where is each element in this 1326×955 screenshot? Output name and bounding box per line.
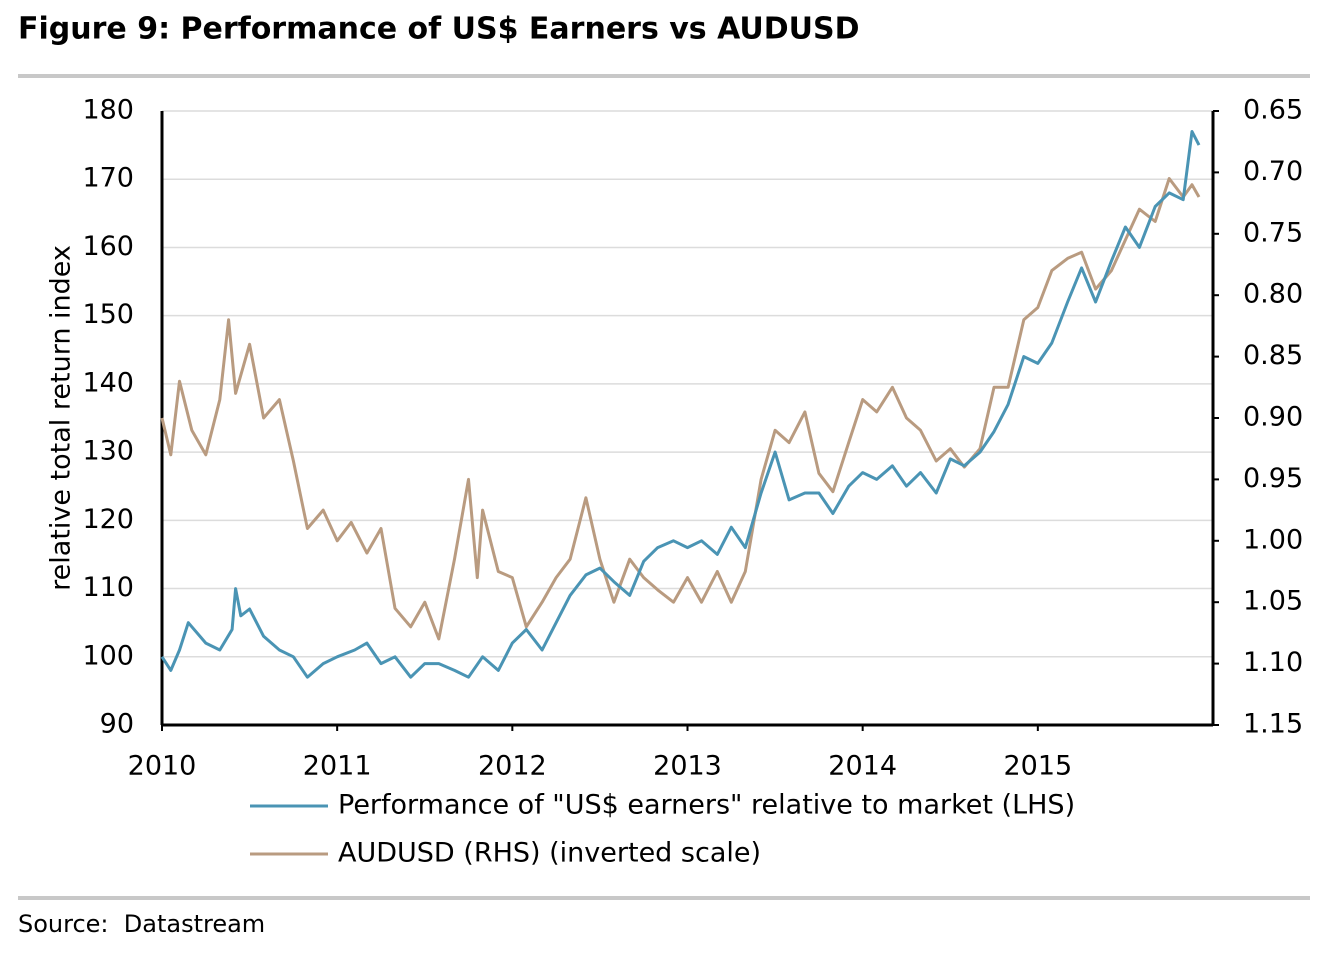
y-tick-label: 180 — [82, 95, 134, 126]
y-tick-label: 150 — [82, 299, 134, 330]
y2-tick-label: 1.10 — [1243, 647, 1303, 678]
y2-tick-label: 0.80 — [1243, 279, 1303, 310]
y2-tick-label: 1.15 — [1243, 709, 1303, 740]
x-tick-label: 2014 — [828, 751, 897, 782]
source: Source: Datastream — [18, 910, 265, 938]
y2-tick-label: 0.90 — [1243, 402, 1303, 433]
y2-tick-label: 1.05 — [1243, 586, 1303, 617]
y2-tick-label: 0.65 — [1243, 95, 1303, 126]
x-tick-label: 2013 — [653, 751, 722, 782]
line-series — [160, 130, 1201, 679]
x-tick-label: 2015 — [1003, 751, 1072, 782]
y2-tick-label: 0.70 — [1243, 156, 1303, 187]
legend-label: AUDUSD (RHS) (inverted scale) — [338, 838, 761, 869]
y2-tick-label: 0.95 — [1243, 463, 1303, 494]
y-tick-label: 130 — [82, 436, 134, 467]
y2-tick-label: 0.75 — [1243, 217, 1303, 248]
chart-title: Figure 9: Performance of US$ Earners vs … — [18, 12, 860, 47]
y-axis-title: relative total return index — [46, 245, 77, 591]
y-tick-label: 120 — [82, 504, 134, 535]
y2-tick-label: 0.85 — [1243, 340, 1303, 371]
line-series — [160, 177, 1201, 641]
x-tick-label: 2010 — [128, 751, 197, 782]
y-tick-label: 100 — [82, 640, 134, 671]
x-tick-label: 2012 — [478, 751, 547, 782]
y-tick-label: 140 — [82, 367, 134, 398]
x-tick-label: 2011 — [303, 751, 372, 782]
y-tick-label: 110 — [82, 572, 134, 603]
y-tick-label: 90 — [100, 709, 134, 740]
legend-label: Performance of "US$ earners" relative to… — [338, 790, 1075, 821]
y-tick-label: 160 — [82, 231, 134, 262]
y-tick-label: 170 — [82, 163, 134, 194]
y2-tick-label: 1.00 — [1243, 524, 1303, 555]
